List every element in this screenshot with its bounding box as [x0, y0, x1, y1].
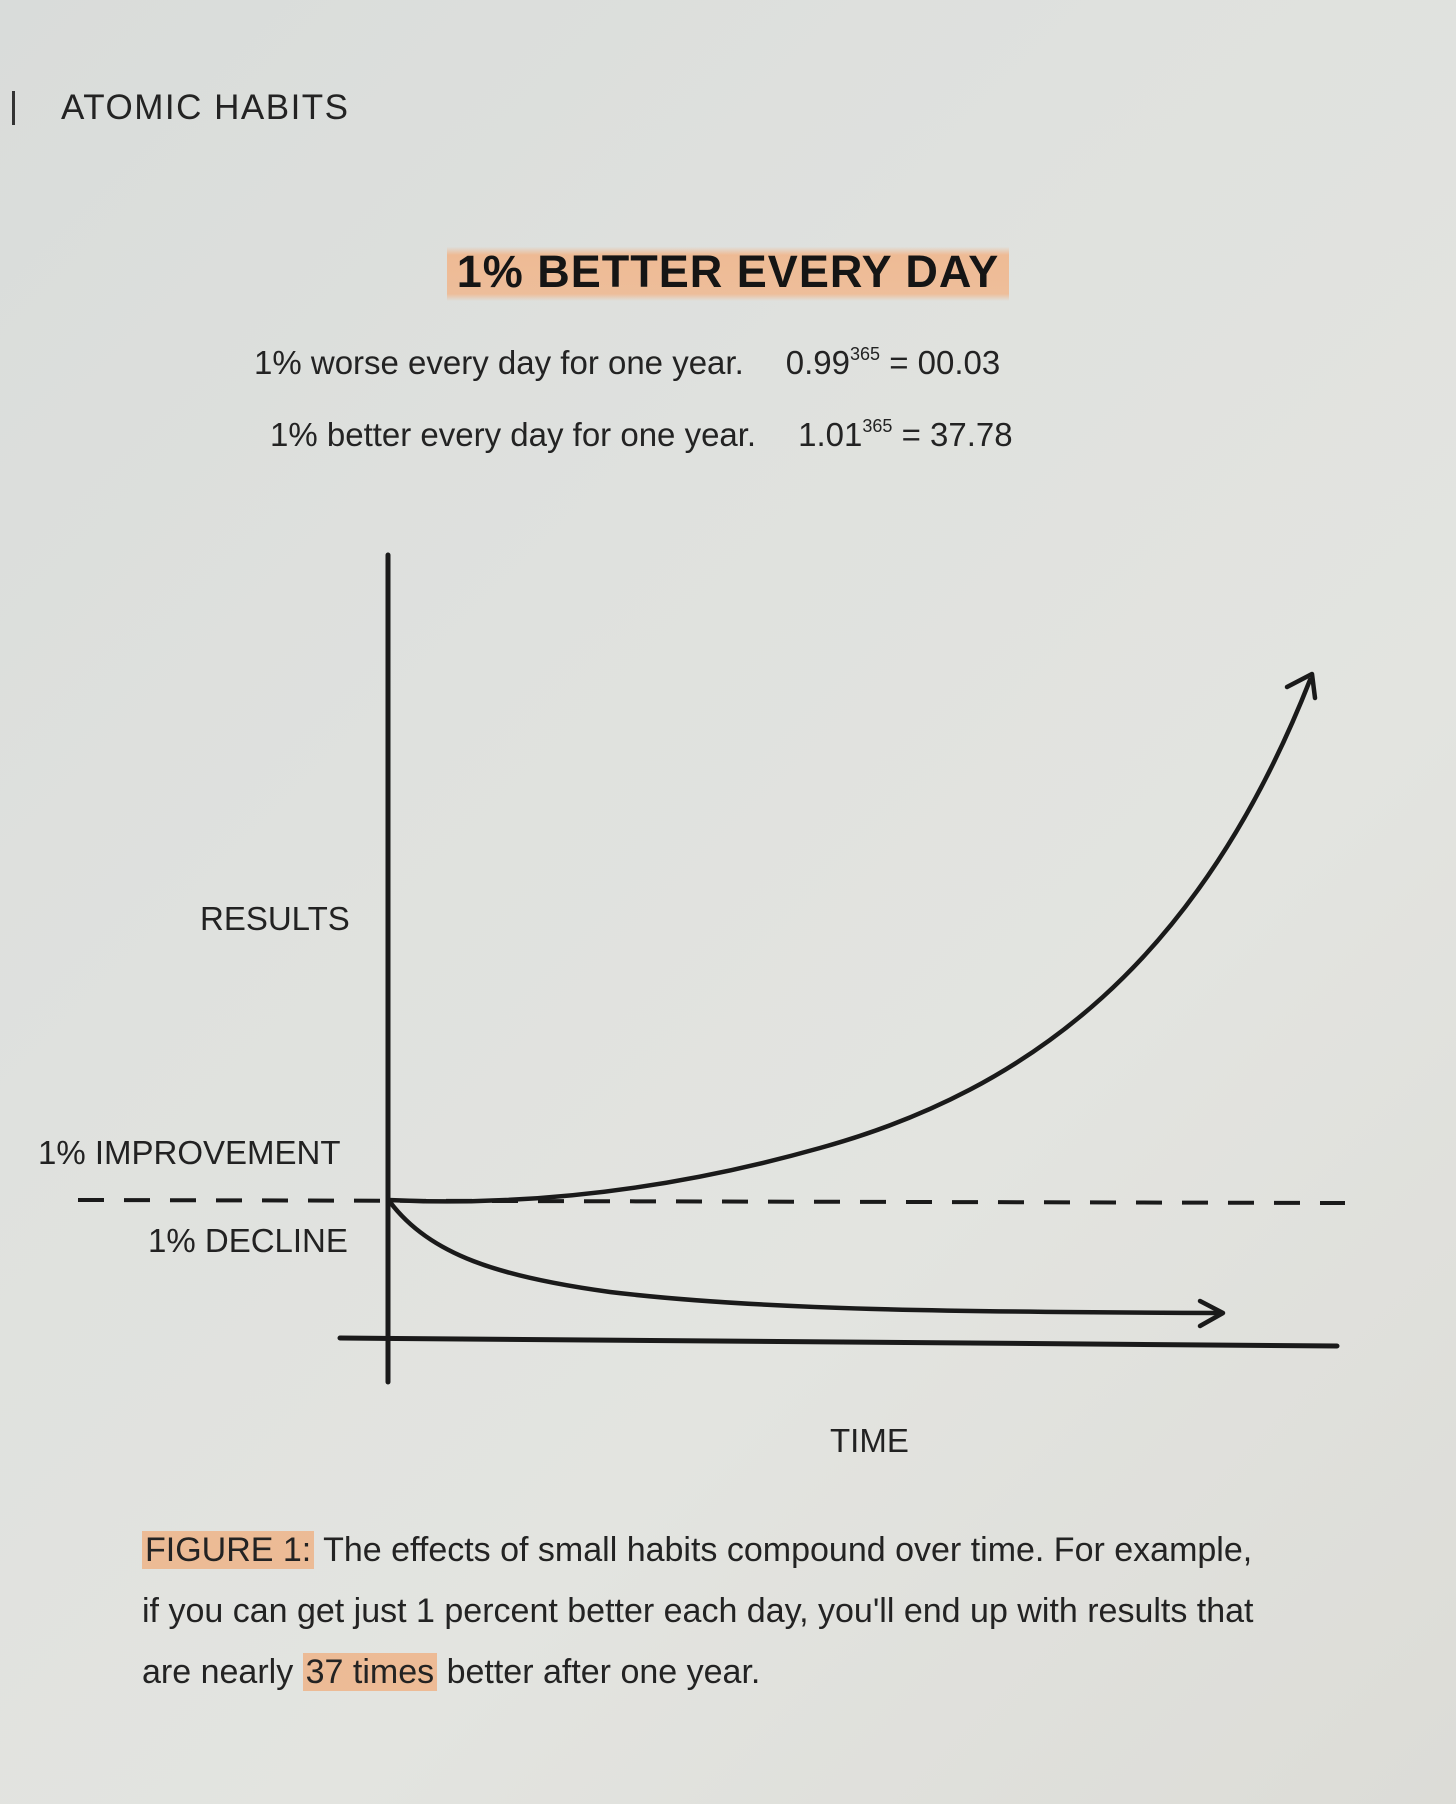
decline-curve [387, 1199, 1225, 1316]
figure-caption: FIGURE 1: The effects of small habits co… [142, 1520, 1262, 1703]
equation-worse-text: 1% worse every day for one year. [254, 344, 744, 381]
improvement-curve [385, 677, 1313, 1204]
y-axis-label: RESULTS [200, 900, 350, 937]
figure-title: 1% BETTER EVERY DAY [446, 242, 1010, 301]
caption-highlight: 37 times [302, 1653, 438, 1691]
equation-better-exponent: 365 [862, 416, 893, 436]
caption-text-before: The effects of small habits compound ove… [142, 1531, 1254, 1691]
equation-worse-result: = 00.03 [889, 344, 1001, 381]
equation-better-formula: 1.01365 = 37.78 [798, 416, 1012, 453]
compounding-diagram [77, 552, 1346, 1385]
x-axis [337, 1335, 1340, 1349]
equation-worse-formula: 0.99365 = 00.03 [786, 344, 1000, 381]
equation-better-result: = 37.78 [901, 416, 1013, 453]
caption-figure-label: FIGURE 1: [142, 1531, 315, 1569]
baseline-lower-label: 1% DECLINE [148, 1222, 348, 1259]
equation-worse: 1% worse every day for one year. 0.99365 … [254, 344, 1000, 382]
running-head-rule [12, 91, 15, 125]
figure-title-wrap: 1% BETTER EVERY DAY [0, 242, 1456, 301]
caption-text-after: better after one year. [437, 1653, 761, 1691]
decline-arrowhead [1197, 1298, 1226, 1329]
running-head-text: ATOMIC HABITS [61, 88, 350, 127]
baseline-dashed [77, 1198, 1346, 1205]
x-axis-label: TIME [830, 1422, 909, 1459]
equation-better: 1% better every day for one year. 1.01365… [270, 416, 1013, 454]
equation-better-text: 1% better every day for one year. [270, 416, 757, 453]
running-head: ATOMIC HABITS [12, 88, 350, 128]
baseline-upper-label: 1% IMPROVEMENT [38, 1134, 341, 1171]
equation-worse-base: 0.99 [785, 344, 850, 381]
equation-worse-exponent: 365 [849, 344, 881, 364]
equation-better-base: 1.01 [798, 416, 863, 453]
improvement-arrowhead [1284, 671, 1318, 701]
